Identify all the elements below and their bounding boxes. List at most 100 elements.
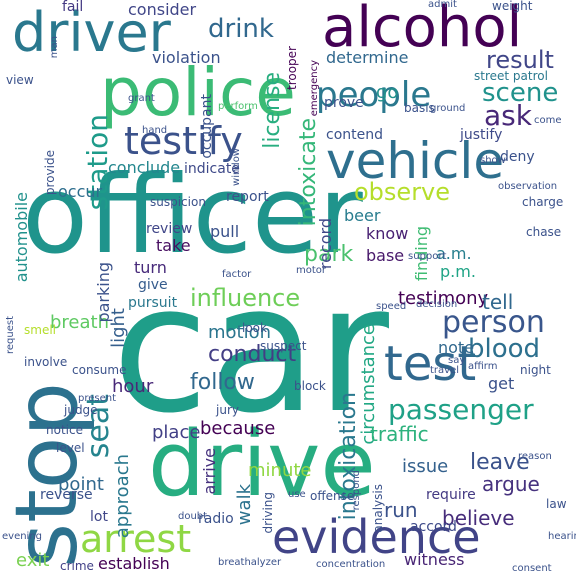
- word-admit: admit: [428, 0, 457, 10]
- word-chase: chase: [526, 225, 562, 239]
- word-block: block: [294, 379, 326, 393]
- word-reason: reason: [518, 451, 552, 462]
- word-jury: jury: [216, 403, 239, 417]
- word-support: support: [408, 251, 447, 262]
- word-driving: driving: [261, 492, 275, 534]
- word-pursuit: pursuit: [128, 295, 178, 311]
- word-decision: decision: [416, 299, 458, 310]
- word-car: car: [112, 247, 389, 452]
- word-motion: motion: [208, 322, 272, 343]
- word-influence: influence: [190, 284, 301, 312]
- word-charge: charge: [522, 195, 564, 209]
- word-run: run: [384, 498, 418, 522]
- word-prove: prove: [324, 95, 364, 111]
- word-person: person: [442, 305, 545, 340]
- word-window: window: [231, 148, 242, 186]
- word-emergency: emergency: [309, 60, 320, 117]
- word-issue: issue: [402, 456, 449, 477]
- word-street-patrol: street patrol: [474, 69, 548, 83]
- word-arrest: arrest: [80, 517, 192, 561]
- word-view: view: [6, 73, 34, 87]
- word-take: take: [156, 236, 191, 255]
- word-smell: smell: [24, 323, 56, 337]
- word-establish: establish: [98, 554, 170, 573]
- word-license: license: [260, 72, 285, 149]
- word-require: require: [426, 487, 476, 503]
- word-exit: exit: [16, 550, 50, 571]
- word-conduct: conduct: [208, 342, 297, 367]
- word-report: report: [226, 189, 269, 205]
- word-radio: radio: [198, 511, 234, 527]
- word-justify: justify: [460, 127, 503, 143]
- word-police: police: [100, 54, 296, 131]
- word-go: go: [376, 82, 399, 103]
- word-affirm: affirm: [468, 361, 498, 372]
- word-hand: hand: [142, 125, 168, 136]
- word-hour: hour: [112, 376, 154, 397]
- word-follow: follow: [190, 370, 255, 395]
- word-deny: deny: [500, 149, 535, 165]
- word-automobile: automobile: [12, 192, 31, 283]
- word-traffic: traffic: [370, 422, 429, 446]
- word-observation: observation: [498, 181, 558, 192]
- word-suspect: suspect: [260, 339, 307, 353]
- word-get: get: [488, 374, 515, 393]
- word-note: note: [438, 338, 475, 357]
- word-observe: observe: [354, 178, 451, 206]
- word-basis: basis: [404, 101, 435, 115]
- word-tell: tell: [482, 290, 514, 314]
- word-know: know: [366, 224, 409, 243]
- word-hearing: hearing: [548, 531, 576, 542]
- word-reverse: reverse: [40, 487, 93, 503]
- word-offense: offense: [310, 489, 355, 503]
- word-intoxicate: intoxicate: [296, 118, 321, 227]
- word-lot: lot: [90, 509, 108, 525]
- word-trooper: trooper: [285, 46, 299, 90]
- word-man: man: [49, 36, 60, 59]
- word-testify: testify: [124, 119, 243, 163]
- word-law: law: [546, 497, 567, 511]
- word-point: point: [58, 474, 104, 495]
- word-walk: walk: [234, 484, 255, 526]
- word-level: level: [56, 441, 85, 455]
- word-speed: speed: [376, 301, 407, 312]
- word-believe: believe: [442, 506, 515, 530]
- word-violation: violation: [152, 48, 221, 67]
- word-testimony: testimony: [398, 288, 489, 309]
- word-come: come: [534, 115, 562, 126]
- word-fail: fail: [62, 0, 84, 15]
- word-argue: argue: [482, 472, 540, 496]
- word-suspicion: suspicion: [150, 195, 206, 209]
- word-grant: grant: [128, 93, 155, 104]
- word-turn: turn: [134, 258, 167, 277]
- word-present: present: [78, 393, 117, 404]
- word-factor: factor: [222, 269, 252, 280]
- word-notice: notice: [46, 423, 83, 437]
- word-judge: judge: [64, 403, 98, 417]
- word-give: give: [138, 277, 168, 293]
- word-scene: scene: [482, 78, 559, 108]
- word-concentration: concentration: [316, 559, 386, 570]
- word-say: say: [448, 355, 466, 366]
- word-request: request: [5, 316, 16, 355]
- word-drive: drive: [148, 412, 376, 517]
- word-involve: involve: [24, 355, 68, 369]
- word-result: result: [486, 46, 554, 74]
- word-approach: approach: [112, 454, 133, 539]
- word-minute: minute: [248, 460, 312, 481]
- word-evidence: evidence: [272, 510, 481, 564]
- word-blood: blood: [468, 334, 541, 364]
- word-consent: consent: [512, 563, 552, 574]
- word-alcohol: alcohol: [322, 0, 523, 60]
- word-p.m.: p.m.: [440, 262, 476, 281]
- word-drink: drink: [208, 14, 274, 44]
- word-occur: occur: [58, 182, 103, 201]
- word-passenger: passenger: [388, 393, 534, 426]
- word-record: record: [316, 218, 335, 270]
- word-parking: parking: [94, 262, 113, 323]
- word-base: base: [366, 246, 405, 265]
- word-provide: provide: [43, 150, 57, 196]
- word-evening: evening: [2, 531, 43, 542]
- word-weight: weight: [492, 0, 533, 13]
